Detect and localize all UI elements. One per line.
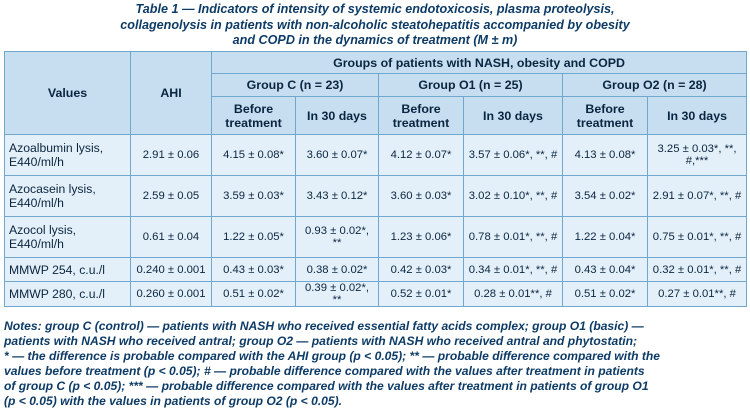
groups-title-header: Groups of patients with NASH, obesity an…: [210, 51, 748, 74]
caption-line: collagenolysis in patients with non-alco…: [120, 17, 630, 32]
in-30-days-header: In 30 days: [463, 96, 563, 135]
row-label: Azocol lysis, E440/ml/h: [4, 216, 131, 258]
row-label: Azoalbumin lysis, E440/ml/h: [4, 134, 131, 176]
group-c-after-cell: 3.60 ± 0.07*: [295, 134, 379, 176]
row-label: MMWP 254, c.u./l: [4, 257, 131, 282]
group-o1-before-cell: 1.23 ± 0.06*: [378, 216, 464, 258]
values-header: Values: [4, 51, 131, 135]
group-o2-before-cell: 4.13 ± 0.08*: [562, 134, 648, 176]
caption-line: Table 1 — Indicators of intensity of sys…: [135, 2, 615, 16]
table-row: MMWP 254, c.u./l 0.240 ± 0.001 0.43 ± 0.…: [4, 257, 748, 282]
in-30-days-header: In 30 days: [646, 96, 748, 135]
group-c-before-cell: 0.43 ± 0.03*: [211, 257, 296, 282]
group-o1-before-cell: 4.12 ± 0.07*: [378, 134, 464, 176]
ahi-cell: 0.61 ± 0.04: [130, 216, 212, 258]
notes-line: values before treatment (p < 0.05); # — …: [4, 364, 645, 379]
group-o1-after-cell: 0.78 ± 0.01*, **, #: [463, 216, 563, 258]
results-table: Values AHI Groups of patients with NASH,…: [4, 51, 748, 307]
ahi-cell: 0.260 ± 0.001: [130, 281, 212, 307]
before-treatment-header: Before treatment: [562, 96, 648, 135]
group-c-after-cell: 3.43 ± 0.12*: [295, 175, 379, 217]
row-label: MMWP 280, c.u./l: [4, 281, 131, 307]
row-label-line: E440/ml/h: [9, 237, 64, 251]
group-o2-after-cell: 3.25 ± 0.03*, **, #,***: [646, 134, 748, 176]
group-c-after-cell: 0.93 ± 0.02*, **: [295, 216, 379, 258]
group-o1-before-cell: 0.52 ± 0.01*: [378, 281, 464, 307]
group-o1-after-cell: 0.34 ± 0.01*, **, #: [463, 257, 563, 282]
ahi-cell: 2.91 ± 0.06: [130, 134, 212, 176]
group-c-before-cell: 1.22 ± 0.05*: [211, 216, 296, 258]
group-c-after-cell: 0.38 ± 0.02*: [295, 257, 379, 282]
group-o1-header: Group O1 (n = 25): [378, 73, 563, 97]
group-o1-after-cell: 3.02 ± 0.10*, **, #: [463, 175, 563, 217]
group-o2-after-cell: 0.32 ± 0.01*, **, #: [646, 257, 748, 282]
ahi-header: AHI: [130, 51, 212, 135]
group-o2-before-cell: 3.54 ± 0.02*: [562, 175, 648, 217]
table-row: Azoalbumin lysis, E440/ml/h 2.91 ± 0.06 …: [4, 134, 748, 176]
group-c-before-cell: 4.15 ± 0.08*: [211, 134, 296, 176]
row-label-line: Azocasein lysis,: [9, 182, 96, 196]
group-c-header: Group C (n = 23): [211, 73, 379, 97]
header-row: Group C (n = 23) Group O1 (n = 25) Group…: [5, 73, 748, 97]
before-treatment-header: Before treatment: [378, 96, 464, 135]
group-o2-after-cell: 0.75 ± 0.01*, **, #: [646, 216, 748, 258]
caption-line: and COPD in the dynamics of treatment (M…: [232, 33, 518, 47]
group-c-before-cell: 3.59 ± 0.03*: [211, 175, 296, 217]
group-c-after-cell: 0.39 ± 0.02*, **: [295, 281, 379, 307]
table-row: Azocasein lysis, E440/ml/h 2.59 ± 0.05 3…: [4, 175, 748, 217]
table-notes: Notes: group C (control) — patients with…: [4, 319, 746, 410]
group-o2-after-cell: 2.91 ± 0.07*, **, #: [646, 175, 748, 217]
group-o2-before-cell: 0.43 ± 0.04*: [562, 257, 648, 282]
table-row: Azocol lysis, E440/ml/h 0.61 ± 0.04 1.22…: [4, 216, 748, 258]
row-label-line: Azoalbumin lysis,: [9, 141, 104, 155]
header-row: Before treatment In 30 days Before treat…: [5, 96, 748, 135]
group-o2-before-cell: 1.22 ± 0.04*: [562, 216, 648, 258]
notes-line: of group C (p < 0.05); *** — probable di…: [4, 379, 649, 394]
row-label: Azocasein lysis, E440/ml/h: [4, 175, 131, 217]
group-o2-after-cell: 0.27 ± 0.01**, #: [646, 281, 748, 307]
ahi-cell: 0.240 ± 0.001: [130, 257, 212, 282]
row-label-line: E440/ml/h: [9, 196, 64, 210]
group-o1-after-cell: 0.28 ± 0.01**, #: [463, 281, 563, 307]
row-label-line: Azocol lysis,: [9, 223, 77, 237]
row-label-line: E440/ml/h: [9, 155, 64, 169]
before-treatment-header: Before treatment: [211, 96, 296, 135]
group-o2-before-cell: 0.51 ± 0.02*: [562, 281, 648, 307]
notes-line: (p < 0.05) with the values in patients o…: [4, 394, 343, 409]
header-row: Values AHI Groups of patients with NASH,…: [4, 51, 748, 135]
row-label-line: MMWP 254, c.u./l: [9, 262, 105, 277]
ahi-cell: 2.59 ± 0.05: [130, 175, 212, 217]
group-o2-header: Group O2 (n = 28): [561, 73, 748, 97]
table-caption: Table 1 — Indicators of intensity of sys…: [0, 0, 750, 49]
group-o1-after-cell: 3.57 ± 0.06*, **, #: [463, 134, 563, 176]
group-c-before-cell: 0.51 ± 0.02*: [211, 281, 296, 307]
notes-line: * — the difference is probable compared …: [4, 349, 660, 364]
group-o1-before-cell: 0.42 ± 0.03*: [378, 257, 464, 282]
in-30-days-header: In 30 days: [295, 96, 379, 135]
notes-line: Notes: group C (control) — patients with…: [4, 319, 644, 333]
notes-line: patients with NASH who received antral; …: [4, 334, 637, 349]
row-label-line: MMWP 280, c.u./l: [9, 287, 105, 301]
table-row: MMWP 280, c.u./l 0.260 ± 0.001 0.51 ± 0.…: [4, 281, 748, 307]
group-o1-before-cell: 3.60 ± 0.03*: [378, 175, 464, 217]
